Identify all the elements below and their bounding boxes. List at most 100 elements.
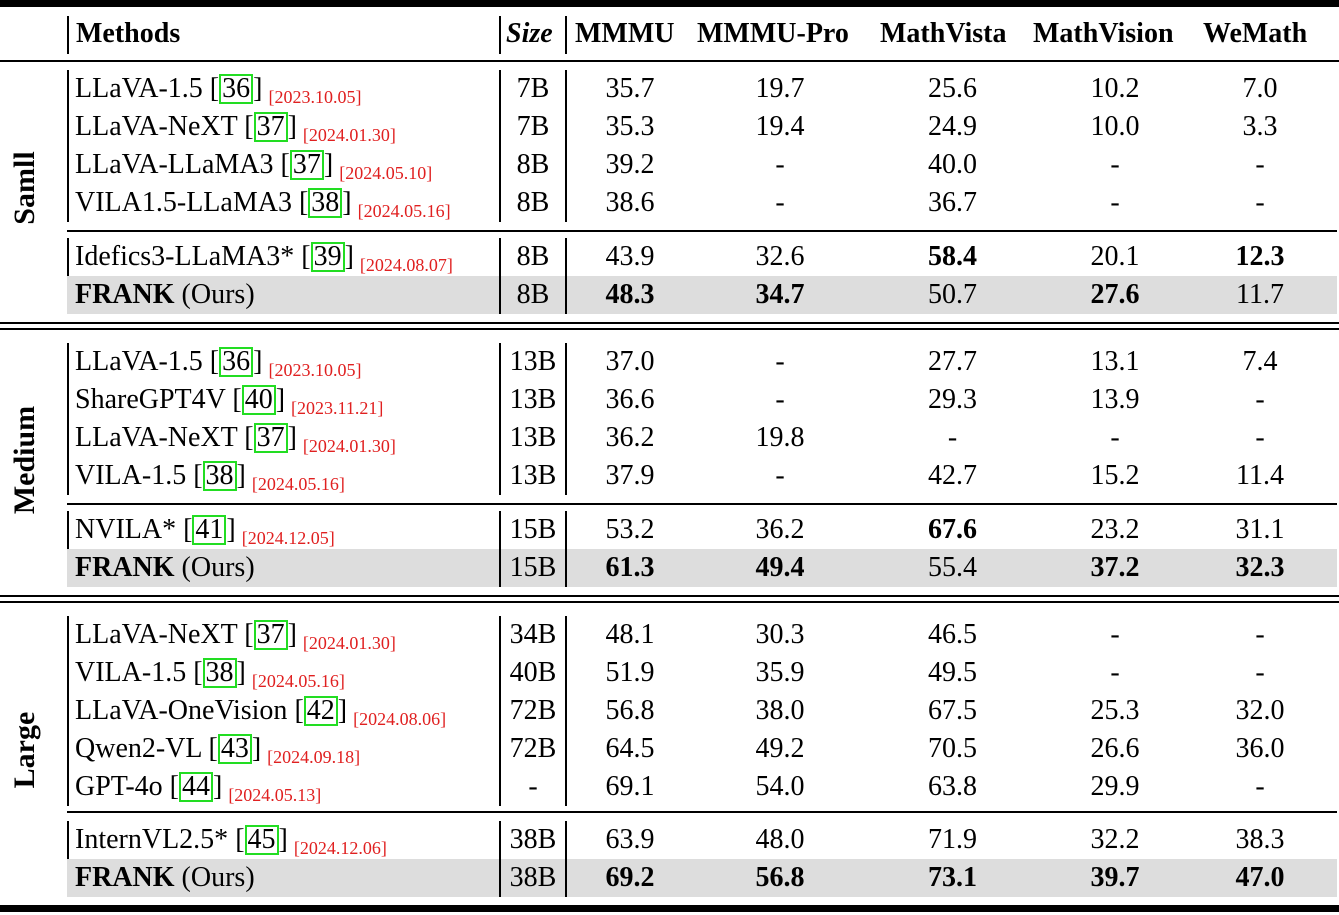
citation-link[interactable]: 37 [253, 423, 288, 453]
column-divider [499, 616, 501, 806]
score-cell: 35.7 [605, 73, 655, 104]
citation-link[interactable]: 44 [178, 772, 213, 802]
table-row: LLaVA-NeXT [37] [2024.01.30] 13B 36.2 19.8… [0, 419, 1339, 457]
citation-link[interactable]: 40 [241, 385, 276, 415]
score-cell: 49.2 [755, 733, 805, 764]
score-cell: - [947, 422, 958, 453]
table-row: LLaVA-OneVision [42] [2024.08.06] 72B 56.… [0, 692, 1339, 730]
citation-link[interactable]: 36 [219, 347, 254, 377]
score-cell: 67.6 [928, 514, 977, 545]
citation-link[interactable]: 43 [217, 734, 252, 764]
citation-link[interactable]: 38 [308, 188, 343, 218]
release-date: [2024.05.16] [357, 201, 451, 221]
score-cell: 32.0 [1235, 695, 1285, 726]
method-cell: NVILA* [41] [2024.12.05] [75, 514, 335, 548]
column-divider [499, 343, 501, 495]
table-row: LLaVA-NeXT [37] [2024.01.30] 7B 35.3 19.4 2… [0, 108, 1339, 146]
method-cell: ShareGPT4V [40] [2023.11.21] [75, 384, 384, 418]
table-row: VILA-1.5 [38] [2024.05.16] 40B 51.9 35.9 49… [0, 654, 1339, 692]
citation-link[interactable]: 45 [244, 825, 279, 855]
citation-link[interactable]: 37 [289, 150, 324, 180]
score-cell: 37.9 [605, 460, 655, 491]
score-cell: 32.2 [1090, 824, 1140, 855]
header-methods: Methods [76, 18, 181, 49]
header-wemath: WeMath [1203, 18, 1308, 49]
method-name: GPT-4o [75, 771, 163, 802]
score-cell: 13.9 [1090, 384, 1140, 415]
score-cell: 23.2 [1090, 514, 1140, 545]
score-cell: 25.6 [928, 73, 977, 104]
score-cell: 67.5 [928, 695, 977, 726]
score-cell: - [775, 346, 785, 377]
column-divider [565, 616, 567, 806]
column-divider [499, 238, 501, 314]
bottom-rule [0, 905, 1339, 912]
size-cell: 15B [509, 514, 557, 545]
score-cell: - [1255, 187, 1265, 218]
method-cell: InternVL2.5* [45] [2024.12.06] [75, 824, 387, 858]
score-cell: 27.6 [1090, 279, 1140, 310]
method-name: NVILA* [75, 514, 177, 545]
score-cell: - [775, 149, 785, 180]
column-divider [67, 70, 69, 222]
score-cell: 40.0 [928, 149, 977, 180]
table-row-ours: FRANK (Ours) 8B 48.3 34.7 50.7 27.6 11.7 [67, 276, 1337, 314]
citation-link[interactable]: 38 [202, 658, 237, 688]
header-size: Size [506, 18, 553, 49]
score-cell: 43.9 [605, 241, 655, 272]
table-row: LLaVA-1.5 [36] [2023.10.05] 7B 35.7 19.7 25… [0, 70, 1339, 108]
citation-link[interactable]: 36 [219, 74, 254, 104]
citation-link[interactable]: 37 [253, 620, 288, 650]
score-cell: - [775, 460, 785, 491]
citation-link[interactable]: 37 [253, 112, 288, 142]
citation-link[interactable]: 39 [310, 242, 345, 272]
score-cell: 61.3 [605, 552, 655, 583]
score-cell: 30.3 [755, 619, 805, 650]
release-date: [2024.05.16] [251, 474, 345, 494]
size-cell: 8B [516, 149, 550, 180]
score-cell: 39.7 [1090, 862, 1140, 893]
score-cell: 24.9 [928, 111, 977, 142]
header-mathvision: MathVision [1033, 18, 1174, 49]
method-name: VILA1.5-LLaMA3 [75, 187, 292, 218]
header-divider [565, 16, 567, 54]
release-date: [2023.10.05] [268, 87, 362, 107]
method-cell: LLaVA-OneVision [42] [2024.08.06] [75, 695, 447, 729]
score-cell: 12.3 [1235, 241, 1285, 272]
method-suffix: (Ours) [174, 279, 255, 310]
score-cell: 25.3 [1090, 695, 1140, 726]
release-date: [2024.05.10] [339, 163, 433, 183]
score-cell: 42.7 [928, 460, 977, 491]
table-row: LLaVA-LLaMA3 [37] [2024.05.10] 8B 39.2 - 40… [0, 146, 1339, 184]
score-cell: - [1255, 771, 1265, 802]
column-divider [67, 343, 69, 495]
citation-link[interactable]: 38 [202, 461, 237, 491]
method-cell: VILA-1.5 [38] [2024.05.16] [75, 460, 345, 494]
score-cell: 35.3 [605, 111, 655, 142]
score-cell: 58.4 [928, 241, 977, 272]
table-row-reference: InternVL2.5* [45] [2024.12.06] 38B 63.9 48… [0, 821, 1339, 859]
table-row: ShareGPT4V [40] [2023.11.21] 13B 36.6 - 29.… [0, 381, 1339, 419]
score-cell: 32.3 [1235, 552, 1285, 583]
citation-link[interactable]: 42 [303, 696, 338, 726]
release-date: [2024.05.16] [251, 671, 345, 691]
group-sub-rule [67, 811, 1337, 813]
score-cell: 47.0 [1235, 862, 1285, 893]
score-cell: 29.3 [928, 384, 977, 415]
score-cell: 38.3 [1235, 824, 1285, 855]
citation-link[interactable]: 41 [192, 515, 227, 545]
score-cell: 53.2 [605, 514, 655, 545]
header-mmmu: MMMU [575, 18, 675, 49]
method-cell: LLaVA-NeXT [37] [2024.01.30] [75, 619, 396, 653]
method-name: FRANK [75, 552, 175, 583]
method-name: VILA-1.5 [75, 657, 187, 688]
score-cell: - [1255, 657, 1265, 688]
score-cell: 19.8 [755, 422, 805, 453]
header-rule [0, 60, 1339, 62]
column-divider [565, 511, 567, 587]
score-cell: 19.7 [755, 73, 805, 104]
column-divider [565, 70, 567, 222]
score-cell: 15.2 [1090, 460, 1140, 491]
size-cell: 13B [509, 422, 557, 453]
